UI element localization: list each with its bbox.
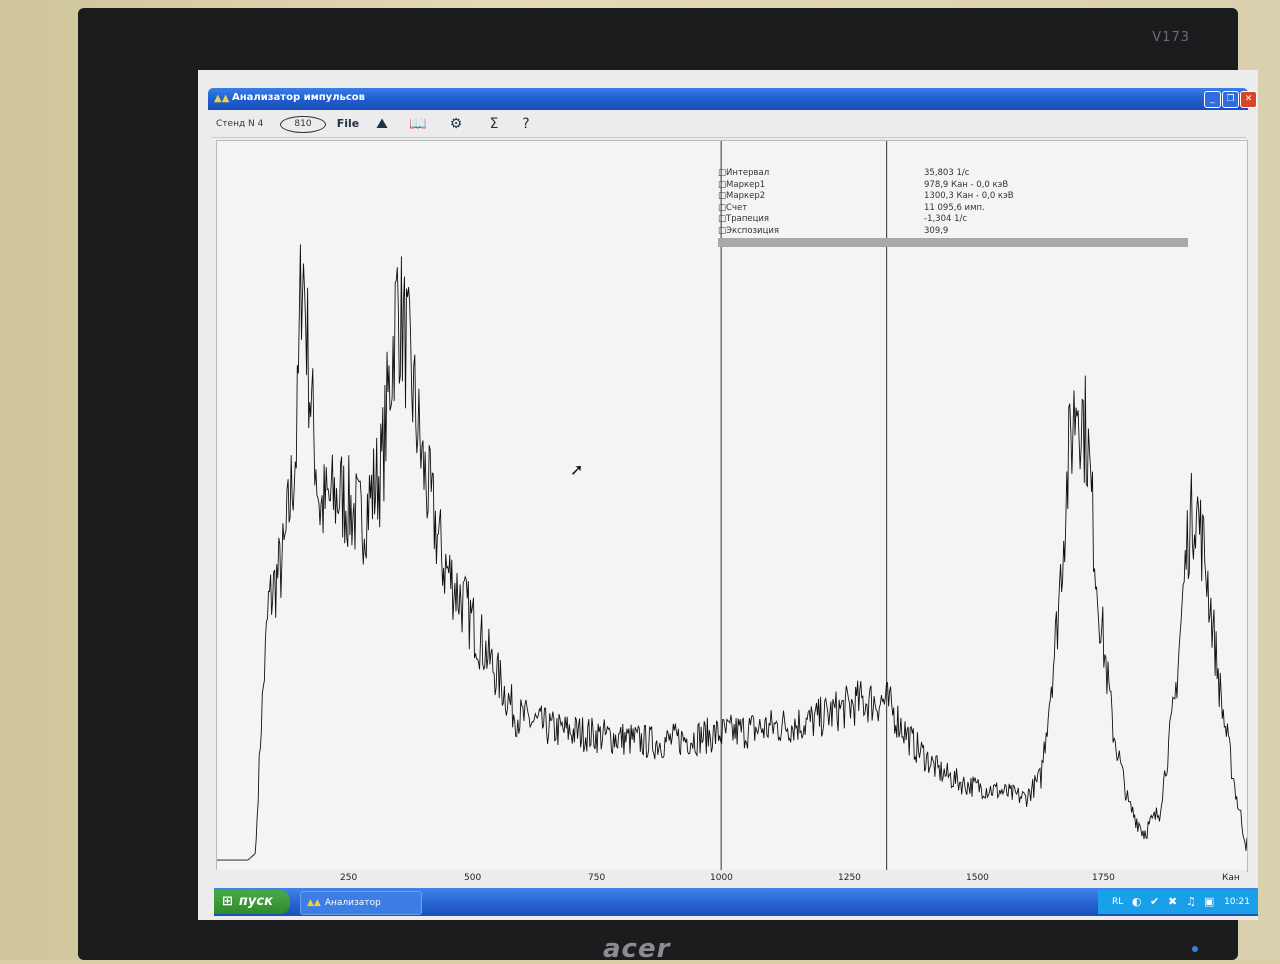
monitor-icon[interactable]: ▣ (1204, 895, 1215, 908)
book-icon[interactable]: 📖 (409, 116, 427, 132)
windows-flag-icon: ⊞ (222, 894, 233, 909)
x-axis-unit: Кан (1222, 873, 1240, 883)
x-tick-label: 1750 (1092, 873, 1115, 883)
spectrum-trace (217, 244, 1247, 861)
channel-selector[interactable]: 810 (280, 116, 326, 133)
toolbar: Стенд N 4 810 File ⛰ 📖 ⚙ Σ ? (212, 111, 1246, 138)
spectrum-chart[interactable] (217, 141, 1247, 871)
info-value: 978,9 Кан - 0,0 кэВ (924, 179, 1009, 190)
info-row-interval: □Интервал 35,803 1/с (718, 168, 1188, 180)
info-row-marker1: □Маркер1 978,9 Кан - 0,0 кэВ (718, 180, 1188, 192)
calibration-icon[interactable]: Σ (489, 116, 499, 132)
close-button[interactable]: ✕ (1240, 91, 1257, 108)
maximize-button[interactable]: ❐ (1222, 91, 1239, 108)
system-tray: RL ◐ ✔ ✖ ♫ ▣ 10:21 (1098, 890, 1258, 914)
file-icon[interactable]: File (336, 117, 360, 130)
network-icon[interactable]: ◐ (1132, 895, 1142, 908)
help-icon[interactable]: ? (522, 116, 530, 132)
start-button[interactable]: ⊞ пуск (214, 890, 290, 914)
monitor-brand-logo: acer (603, 934, 671, 964)
info-row-count: □Счет 11 095,6 имп. (718, 203, 1188, 215)
power-led-icon (1192, 946, 1198, 952)
info-label: □Счет (718, 202, 748, 213)
x-tick-label: 500 (464, 873, 482, 883)
mouse-cursor-icon: ➚ (570, 460, 584, 479)
window-titlebar[interactable]: ▲▲ Анализатор импульсов _ ❐ ✕ (208, 88, 1257, 110)
pulse-analyzer-icon: ▲▲ (214, 93, 230, 104)
spectrum-plot[interactable] (216, 140, 1248, 872)
x-axis: 250 500 750 1000 1250 1500 1750 Кан (216, 870, 1246, 888)
x-tick-label: 1500 (966, 873, 989, 883)
x-tick-label: 250 (340, 873, 358, 883)
info-value: 11 095,6 имп. (924, 202, 985, 213)
info-panel: □Интервал 35,803 1/с □Маркер1 978,9 Кан … (718, 168, 1188, 247)
language-indicator[interactable]: RL (1112, 897, 1124, 907)
info-value: -1,304 1/с (924, 214, 968, 224)
stend-label: Стенд N 4 (216, 119, 264, 129)
antivirus-icon[interactable]: ✔ (1150, 895, 1160, 908)
pulse-analyzer-icon: ▲▲ (307, 898, 321, 908)
x-tick-label: 1250 (838, 873, 861, 883)
info-label: □Маркер2 (718, 191, 766, 201)
info-row-marker2: □Маркер2 1300,3 Кан - 0,0 кэВ (718, 191, 1188, 203)
info-label: □Маркер1 (718, 179, 766, 190)
info-label: □Интервал (718, 168, 770, 178)
monitor-bezel: V173 acer ▲▲ Анализатор импульсов _ ❐ ✕ … (78, 8, 1258, 964)
gears-icon[interactable]: ⚙ (449, 116, 463, 132)
sound-icon[interactable]: ♫ (1186, 895, 1196, 908)
minimize-button[interactable]: _ (1204, 91, 1221, 108)
window-title: Анализатор импульсов (232, 92, 365, 103)
monitor-model: V173 (1152, 30, 1190, 45)
exposure-progress-bar (718, 238, 1188, 247)
info-value: 35,803 1/с (924, 168, 970, 178)
spectrum-icon[interactable]: ⛰ (376, 116, 388, 132)
info-label: □Экспозиция (718, 225, 779, 236)
info-value: 309,9 (924, 225, 949, 236)
x-tick-label: 1000 (710, 873, 733, 883)
info-label: □Трапеция (718, 214, 770, 224)
info-row-trapezoid: □Трапеция -1,304 1/с (718, 214, 1188, 226)
taskbar-app-button[interactable]: ▲▲Анализатор импульсов (300, 891, 422, 915)
clock: 10:21 (1224, 897, 1250, 907)
taskbar: ⊞пуск ▲▲Анализатор импульсов RL ◐ ✔ ✖ ♫ … (214, 888, 1258, 916)
info-row-exposure: □Экспозиция 309,9 (718, 226, 1188, 238)
security-icon[interactable]: ✖ (1168, 895, 1178, 908)
info-value: 1300,3 Кан - 0,0 кэВ (924, 191, 1014, 201)
screen: ▲▲ Анализатор импульсов _ ❐ ✕ Стенд N 4 … (198, 70, 1258, 920)
x-tick-label: 750 (588, 873, 606, 883)
